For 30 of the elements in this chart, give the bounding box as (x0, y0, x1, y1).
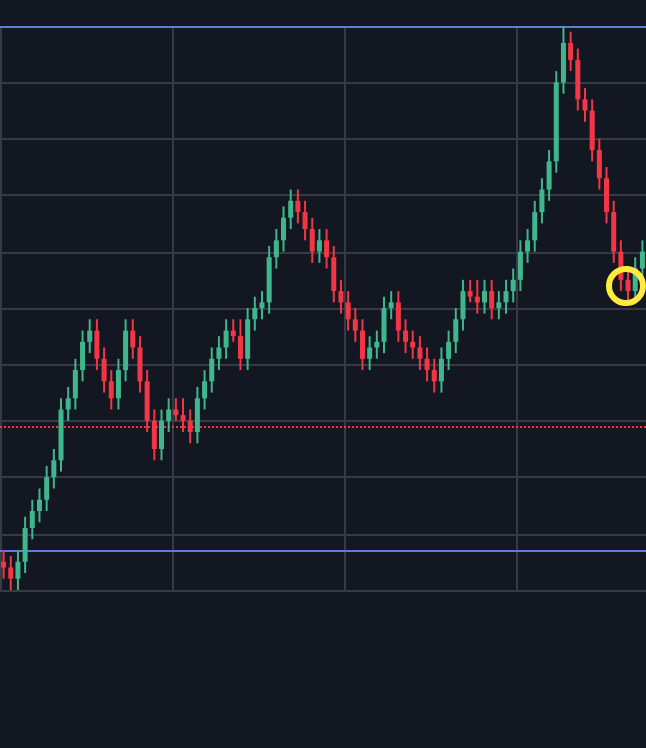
candlestick (237, 318, 243, 372)
candlestick (431, 357, 437, 394)
candlestick (72, 357, 78, 411)
candlestick (367, 335, 373, 372)
candlestick (316, 228, 322, 264)
candlestick (496, 290, 502, 321)
candlestick (36, 487, 42, 524)
candlestick (158, 408, 165, 462)
candlestick (381, 295, 387, 355)
candlestick (115, 357, 121, 411)
candlestick (438, 346, 444, 394)
candlestick (359, 318, 365, 372)
candlestick (123, 318, 129, 383)
candlestick (44, 464, 50, 513)
candlestick (517, 239, 523, 293)
candlestick (295, 188, 301, 225)
candlestick (417, 335, 423, 372)
candlestick (8, 555, 14, 591)
candlestick (223, 318, 229, 360)
candlestick (481, 278, 488, 315)
candlestick (309, 216, 315, 264)
candlestick (94, 318, 100, 372)
candlestick (15, 549, 21, 591)
candlestick (403, 318, 409, 355)
candlestick (80, 329, 86, 383)
candlestick (489, 278, 495, 321)
candlestick (245, 307, 251, 372)
candlestick (194, 385, 200, 445)
candlestick (281, 205, 287, 253)
candlestick (395, 290, 401, 343)
